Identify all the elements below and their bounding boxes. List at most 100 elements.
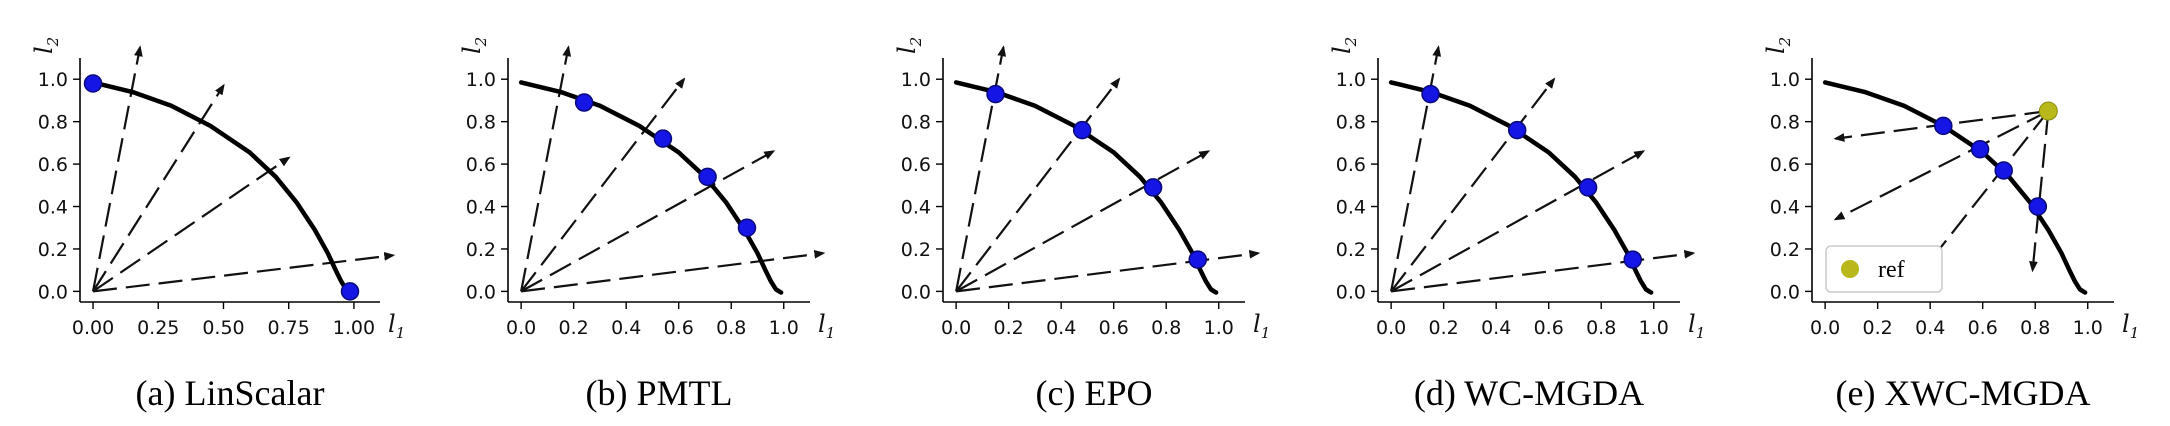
- x-tick-label: 0.0: [1810, 317, 1840, 339]
- x-tick-label: 0.8: [1586, 317, 1616, 339]
- x-tick-label: 1.0: [769, 317, 799, 339]
- x-tick-label: 0.25: [137, 317, 179, 339]
- solution-point: [83, 74, 103, 93]
- x-tick-label: 1.0: [1639, 317, 1669, 339]
- y-tick-label: 0.2: [38, 239, 68, 261]
- x-tick-label: 0.50: [202, 317, 244, 339]
- direction-arrow: [2029, 110, 2050, 273]
- x-tick-label: 1.0: [2073, 317, 2103, 339]
- legend: ref: [1825, 245, 1943, 293]
- y-tick-label: 0.4: [1770, 197, 1800, 219]
- solution-point: [2028, 197, 2048, 216]
- legend-marker: [1841, 260, 1859, 278]
- chart-panel-2: 0.0 0.2 0.4 0.6 0.8 1.0 0.0 0.2 0.4 0.6 0.8 1.0 l1 l2…: [458, 37, 835, 413]
- y-tick-label: 0.4: [901, 197, 931, 219]
- x-axis-title: l1: [2122, 310, 2139, 342]
- direction-arrow: [1390, 77, 1556, 293]
- y-tick-label: 1.0: [466, 69, 496, 91]
- y-tick-label: 1.0: [901, 69, 931, 91]
- x-tick-label: 1.00: [333, 317, 375, 339]
- solution-point: [986, 84, 1005, 104]
- y-tick-label: 0.2: [901, 239, 931, 261]
- solution-point: [737, 218, 757, 237]
- solution-point: [1970, 139, 1990, 159]
- y-tick-label: 0.0: [38, 281, 68, 303]
- y-tick-label: 0.4: [38, 197, 68, 219]
- reference-point: [2038, 101, 2058, 121]
- solution-point: [1188, 250, 1207, 269]
- direction-arrow: [520, 150, 776, 293]
- y-tick-label: 0.2: [1770, 239, 1800, 261]
- panel-caption: (c) EPO: [1036, 373, 1153, 413]
- solution-point: [653, 129, 673, 148]
- x-tick-label: 0.0: [506, 317, 536, 339]
- y-tick-label: 0.4: [1336, 197, 1366, 219]
- x-tick-label: 0.2: [559, 317, 589, 339]
- legend-label: ref: [1878, 257, 1905, 283]
- solution-point: [1507, 120, 1527, 140]
- direction-arrow: [92, 252, 396, 293]
- solution-point: [1623, 250, 1642, 269]
- y-tick-label: 0.8: [466, 112, 496, 134]
- y-tick-label: 0.0: [466, 281, 496, 303]
- x-tick-label: 0.6: [1534, 317, 1564, 339]
- solution-point: [1934, 116, 1953, 136]
- y-tick-label: 0.8: [1770, 112, 1800, 134]
- y-tick-label: 0.0: [901, 281, 931, 303]
- solution-point: [1421, 84, 1440, 104]
- x-tick-label: 0.0: [941, 317, 971, 339]
- y-tick-label: 0.8: [1336, 112, 1366, 134]
- y-axis-title: l2: [1328, 37, 1360, 54]
- x-tick-label: 0.4: [611, 317, 641, 339]
- solution-point: [340, 282, 360, 301]
- x-tick-label: 0.8: [2020, 317, 2050, 339]
- y-tick-label: 0.6: [1336, 154, 1366, 176]
- direction-arrow: [955, 150, 1211, 293]
- pareto-front-line: [953, 80, 1219, 295]
- x-tick-label: 1.0: [1204, 317, 1234, 339]
- y-tick-label: 1.0: [38, 69, 68, 91]
- solution-point: [1994, 161, 2013, 180]
- x-tick-label: 0.4: [1915, 317, 1945, 339]
- y-tick-label: 0.6: [901, 154, 931, 176]
- panel-caption: (d) WC-MGDA: [1414, 373, 1644, 413]
- chart-panel-1: 0.00 0.25 0.50 0.75 1.00 0.0 0.2 0.4 0.6 0.8 1.0 l1…: [30, 37, 405, 413]
- x-axis-title: l1: [1253, 310, 1270, 342]
- direction-arrow: [955, 77, 1121, 293]
- pareto-front-line: [1822, 80, 2088, 295]
- pareto-front-line: [518, 80, 784, 295]
- direction-arrow: [520, 77, 686, 293]
- direction-arrow: [1390, 249, 1696, 293]
- y-axis-title: l2: [893, 37, 925, 54]
- solution-point: [698, 167, 717, 187]
- x-tick-label: 0.00: [72, 317, 114, 339]
- x-tick-label: 0.2: [1863, 317, 1893, 339]
- pareto-front-line: [1388, 80, 1654, 295]
- pareto-front-line: [90, 80, 354, 295]
- x-axis-title: l1: [1688, 310, 1705, 342]
- x-axis-title: l1: [388, 310, 405, 342]
- y-tick-label: 0.8: [901, 112, 931, 134]
- panel-caption: (e) XWC-MGDA: [1836, 373, 2091, 413]
- chart-panel-5: 0.0 0.2 0.4 0.6 0.8 1.0 0.0 0.2 0.4 0.6 0.8 1.0 l1 l2…: [1762, 37, 2139, 413]
- y-axis-title: l2: [458, 37, 490, 54]
- direction-arrow: [520, 45, 572, 292]
- direction-arrow: [955, 249, 1261, 293]
- legend-box: [1825, 245, 1943, 293]
- y-tick-label: 0.2: [466, 239, 496, 261]
- y-tick-label: 0.6: [38, 154, 68, 176]
- panel-caption: (a) LinScalar: [136, 373, 325, 413]
- y-tick-label: 0.0: [1336, 281, 1366, 303]
- x-tick-label: 0.8: [1151, 317, 1181, 339]
- panel-caption: (b) PMTL: [586, 373, 733, 413]
- y-tick-label: 0.0: [1770, 281, 1800, 303]
- solution-point: [1072, 120, 1092, 140]
- x-tick-label: 0.8: [716, 317, 746, 339]
- x-tick-label: 0.6: [664, 317, 694, 339]
- y-axis-title: l2: [30, 37, 62, 54]
- y-tick-label: 1.0: [1336, 69, 1366, 91]
- direction-arrow: [520, 249, 826, 293]
- x-tick-label: 0.2: [994, 317, 1024, 339]
- direction-arrow: [1833, 110, 2049, 221]
